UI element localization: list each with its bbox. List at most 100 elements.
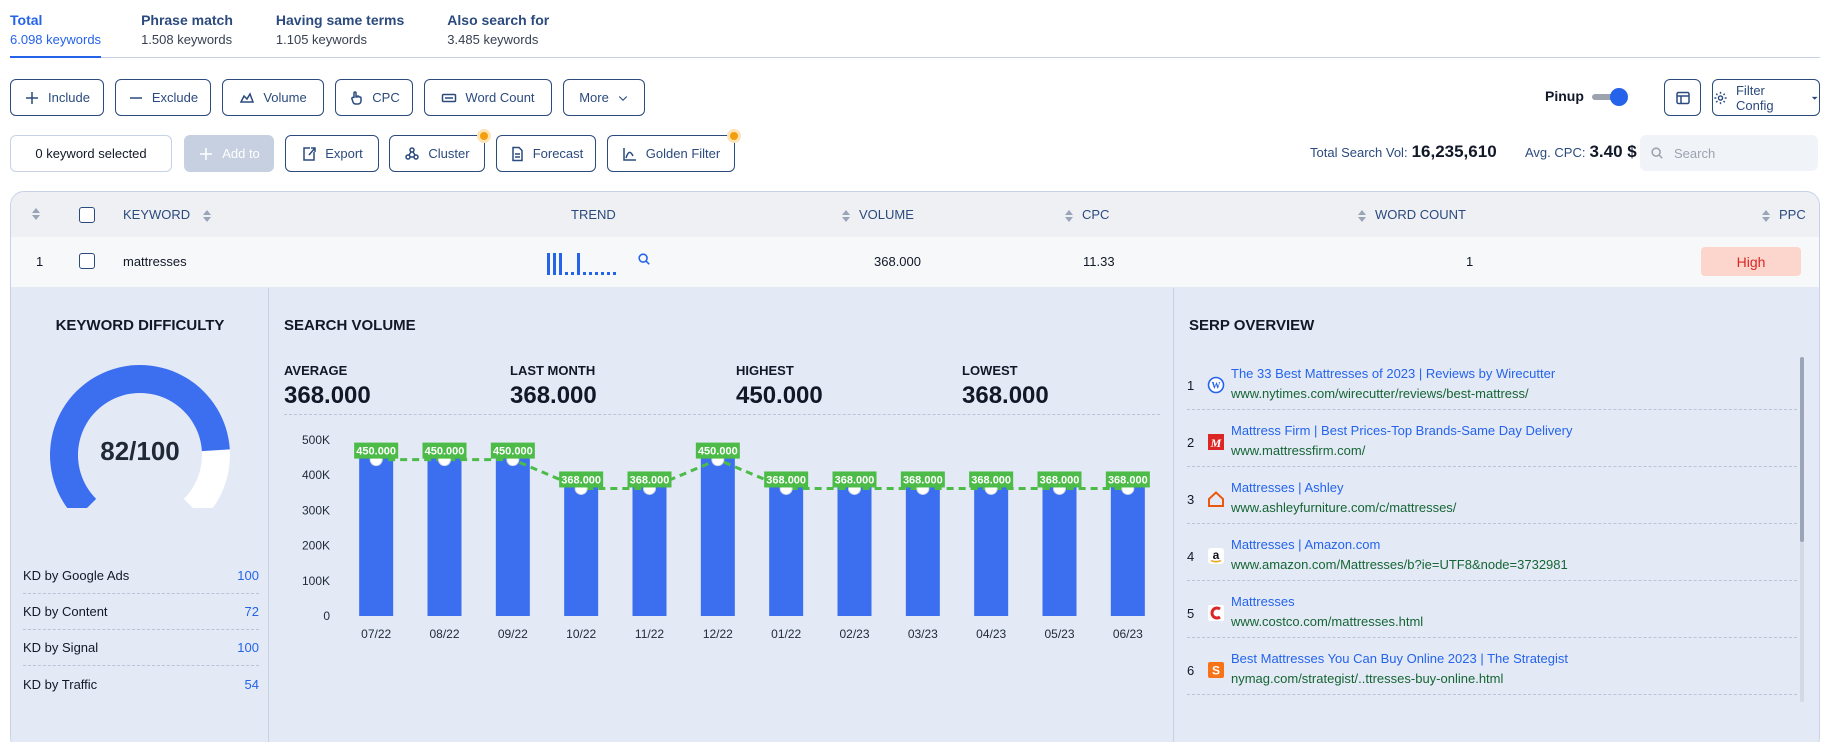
search-volume-panel: SEARCH VOLUME AVERAGE 368.000 LAST MONTH 3… [270, 288, 1174, 742]
serp-url[interactable]: www.ashleyfurniture.com/c/mattresses/ [1231, 500, 1457, 515]
row-volume: 368.000 [874, 254, 921, 269]
serp-scrollbar[interactable] [1800, 357, 1804, 702]
data-label-bg [354, 442, 399, 459]
cluster-icon [405, 146, 420, 160]
volume-bar[interactable] [974, 486, 1009, 616]
kd-google-ads: KD by Google Ads 100 [23, 558, 259, 594]
volume-bar[interactable] [564, 486, 599, 616]
svg-text:a: a [1213, 548, 1220, 562]
svg-text:W: W [1212, 381, 1221, 391]
cluster-button[interactable]: Cluster [389, 129, 491, 172]
row-checkbox[interactable] [79, 253, 95, 269]
exclude-button[interactable]: Exclude [115, 79, 211, 116]
golden-filter-label: Golden Filter [645, 146, 721, 161]
x-tick-label: 04/23 [976, 627, 1006, 641]
serp-overview-title: SERP OVERVIEW [1189, 317, 1315, 334]
pinup-label: Pinup [1545, 88, 1584, 104]
export-button[interactable]: Export [285, 135, 379, 172]
data-label-bg [695, 442, 740, 459]
serp-url[interactable]: www.costco.com/mattresses.html [1231, 614, 1424, 629]
column-keyword[interactable]: KEYWORD [123, 207, 212, 223]
volume-bar[interactable] [700, 457, 735, 616]
word-count-filter-button[interactable]: Word Count [424, 79, 552, 116]
difficulty-gauge [50, 365, 231, 508]
filter-config-button[interactable]: Filter Config [1712, 79, 1820, 116]
serp-title-link[interactable]: Mattresses | Ashley [1231, 480, 1344, 495]
cpc-filter-button[interactable]: CPC [335, 79, 413, 116]
stat-value: 368.000 [962, 382, 1049, 409]
amazon-icon: a [1208, 548, 1224, 564]
serp-url[interactable]: www.amazon.com/Mattresses/b?ie=UTF8&node… [1231, 557, 1568, 572]
serp-url[interactable]: www.mattressfirm.com/ [1231, 443, 1366, 458]
kd-label: KD by Google Ads [23, 568, 130, 583]
tab-count: 3.485 keywords [447, 32, 539, 47]
data-label-bg [832, 471, 877, 488]
volume-bar[interactable] [359, 457, 394, 616]
keyword-table: KEYWORD TREND VOLUME CPC WORD COUNT PPC … [10, 191, 1820, 742]
select-all-checkbox[interactable] [79, 207, 95, 223]
y-tick-label: 200K [302, 539, 330, 553]
serp-title-link[interactable]: Best Mattresses You Can Buy Online 2023 … [1231, 651, 1568, 666]
new-badge-dot [477, 129, 491, 143]
data-label-bg [559, 471, 604, 488]
x-tick-label: 11/22 [635, 627, 664, 641]
serp-rank: 2 [1187, 435, 1195, 450]
search-input[interactable] [1674, 145, 1804, 161]
data-label: 368.000 [903, 474, 943, 486]
column-cpc[interactable]: CPC [1064, 207, 1109, 223]
serp-title-link[interactable]: The 33 Best Mattresses of 2023 | Reviews… [1231, 366, 1556, 381]
tab-having-same-terms[interactable]: Having same terms 1.105 keywords [276, 8, 404, 57]
column-ppc[interactable]: PPC [1761, 207, 1806, 223]
pinup-toggle[interactable] [1592, 88, 1628, 106]
add-to-button[interactable]: Add to [184, 135, 274, 172]
toggle-track [1592, 94, 1624, 100]
column-trend: TREND [571, 207, 616, 222]
serp-rank: 4 [1187, 549, 1195, 564]
more-filters-button[interactable]: More [563, 79, 645, 116]
golden-filter-button[interactable]: Golden Filter [607, 129, 741, 172]
tab-also-search-for[interactable]: Also search for 3.485 keywords [447, 8, 549, 57]
trend-zoom-button[interactable] [637, 252, 651, 269]
column-word-count[interactable]: WORD COUNT [1357, 207, 1466, 223]
serp-title-link[interactable]: Mattress Firm | Best Prices-Top Brands-S… [1231, 423, 1573, 438]
serp-result: 4 a Mattresses | Amazon.com www.amazon.c… [1187, 524, 1797, 581]
data-label: 450.000 [425, 446, 465, 458]
layout-button[interactable] [1664, 79, 1701, 116]
kd-label: KD by Content [23, 604, 108, 619]
sort-icon [1064, 209, 1074, 223]
data-label: 368.000 [561, 474, 601, 486]
volume-bar[interactable] [427, 457, 462, 616]
data-label-bg [1037, 471, 1082, 488]
sort-icon[interactable] [31, 207, 41, 221]
volume-bar[interactable] [905, 486, 940, 616]
serp-result: 5 Mattresses www.costco.com/mattresses.h… [1187, 581, 1797, 638]
kd-value: 72 [244, 604, 259, 619]
tab-phrase-match[interactable]: Phrase match 1.508 keywords [141, 8, 233, 57]
serp-title-link[interactable]: Mattresses | Amazon.com [1231, 537, 1381, 552]
volume-filter-button[interactable]: Volume [222, 79, 324, 116]
trend-bar [559, 253, 562, 275]
serp-rank: 3 [1187, 492, 1195, 507]
serp-title-link[interactable]: Mattresses [1231, 594, 1295, 609]
volume-bar[interactable] [495, 457, 530, 616]
data-label: 368.000 [630, 474, 670, 486]
gear-icon [1714, 91, 1727, 104]
trend-bar [595, 272, 598, 275]
tab-total[interactable]: Total 6.098 keywords [10, 8, 102, 58]
volume-bar[interactable] [1110, 486, 1145, 616]
table-header: KEYWORD TREND VOLUME CPC WORD COUNT PPC [11, 192, 1819, 237]
serp-list: 1 W The 33 Best Mattresses of 2023 | Rev… [1187, 353, 1797, 708]
volume-bar[interactable] [1042, 486, 1077, 616]
kd-label: KD by Traffic [23, 676, 98, 692]
include-button[interactable]: Include [10, 79, 104, 116]
serp-url[interactable]: www.nytimes.com/wirecutter/reviews/best-… [1231, 386, 1529, 401]
volume-bar[interactable] [769, 486, 804, 616]
forecast-button[interactable]: Forecast [496, 135, 596, 172]
scrollbar-thumb[interactable] [1800, 357, 1804, 542]
volume-bar[interactable] [632, 486, 667, 616]
volume-bar[interactable] [837, 486, 872, 616]
serp-url[interactable]: nymag.com/strategist/..ttresses-buy-onli… [1231, 671, 1504, 686]
table-row[interactable]: 1 mattresses 368.000 11.33 1 High [11, 237, 1819, 287]
row-word-count: 1 [1466, 254, 1474, 269]
column-volume[interactable]: VOLUME [841, 207, 914, 223]
